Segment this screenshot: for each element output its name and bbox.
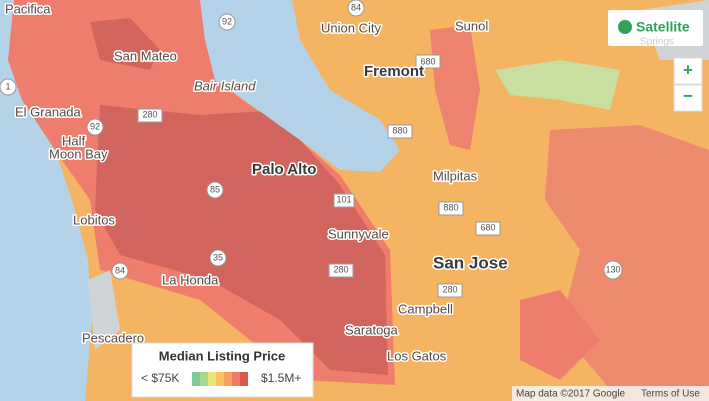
place-label: Fremont (364, 63, 424, 80)
zoom-in[interactable]: + (673, 57, 703, 85)
place-label: Union City (321, 20, 381, 35)
swatch (200, 372, 208, 386)
shield: 880 (438, 201, 464, 216)
region (430, 25, 480, 150)
place-label: Moon Bay (49, 146, 108, 161)
shield-label: 280 (333, 264, 348, 274)
legend-min: < $75K (141, 371, 179, 385)
place-labels: Pacifica San Mateo Union City Sunol Frem… (4, 0, 510, 365)
shield-label: 92 (222, 16, 232, 26)
zoom-out[interactable]: − (673, 84, 703, 112)
place-label: Bair Island (194, 78, 256, 93)
attribution-bg (512, 386, 709, 401)
bay (200, 0, 400, 172)
region (495, 60, 620, 110)
shields: 92 84 1 92 280 680 880 880 101 680 84 35… (0, 0, 623, 298)
shield-label: 1 (5, 81, 10, 91)
legend-max: $1.5M+ (261, 371, 301, 385)
legend-box (131, 342, 314, 398)
swatch (208, 372, 216, 386)
shield-label: 130 (605, 264, 620, 274)
shield-label: 85 (210, 184, 220, 194)
button-bg (673, 57, 703, 85)
place-label: Sunol (455, 18, 488, 33)
region (520, 290, 600, 380)
shield-label: 280 (442, 284, 457, 294)
legend-title: Median Listing Price (159, 348, 285, 363)
place-label: La Honda (162, 272, 219, 287)
shield: 680 (415, 54, 441, 69)
region (95, 105, 388, 375)
shield: 280 (328, 263, 354, 278)
button-bg (673, 84, 703, 112)
place-label: Saratoga (345, 322, 399, 337)
shield: 1 (0, 78, 17, 96)
place-label: San Mateo (114, 48, 177, 63)
shield-label: 101 (336, 194, 351, 204)
shield: 101 (333, 193, 355, 208)
place-label: San Jose (433, 253, 508, 272)
shield: 85 (206, 181, 224, 199)
shield: 84 (111, 262, 129, 280)
shield: 880 (387, 124, 413, 139)
swatch (224, 372, 232, 386)
shield: 84 (347, 0, 365, 17)
shield: 280 (437, 283, 463, 298)
shield: 35 (209, 249, 227, 267)
place-label: Los Gatos (387, 348, 447, 363)
legend: Median Listing Price < $75K $1.5M+ (131, 342, 314, 398)
shield-label: 35 (213, 252, 223, 262)
place-label: Pescadero (82, 330, 144, 345)
map-data: Map data ©2017 Google (516, 389, 626, 400)
shield-label: 880 (392, 125, 407, 135)
shield-label: 680 (420, 56, 435, 66)
place-label: Palo Alto (252, 161, 316, 178)
place-label: Springs (640, 37, 674, 48)
shield: 92 (218, 13, 236, 31)
swatch (192, 372, 200, 386)
swatch (216, 372, 224, 386)
zoom-in-label[interactable]: + (683, 60, 693, 79)
shield: 280 (137, 108, 163, 123)
shield-label: 84 (351, 2, 361, 12)
swatch (240, 372, 248, 386)
zoom-out-label[interactable]: − (683, 86, 693, 105)
terms-link[interactable]: Terms of Use (641, 389, 700, 400)
shield-label: 84 (115, 265, 125, 275)
swatch (232, 372, 240, 386)
shield: 680 (475, 221, 501, 236)
satellite-button[interactable]: Springs Satellite (608, 10, 703, 48)
shield-label: 92 (90, 121, 100, 131)
place-label: Half (62, 133, 86, 148)
ocean (0, 0, 92, 401)
satellite-label[interactable]: Satellite (636, 19, 690, 35)
globe-icon (618, 20, 632, 34)
region (90, 18, 160, 70)
place-label: Lobitos (73, 212, 115, 227)
shield-label: 680 (480, 222, 495, 232)
shield: 92 (86, 118, 104, 136)
attribution: Map data ©2017 Google Terms of Use (512, 386, 709, 401)
shield-label: 880 (443, 202, 458, 212)
place-label: Sunnyvale (328, 226, 389, 241)
shield: 130 (603, 260, 623, 280)
place-label: El Granada (15, 104, 82, 119)
place-label: Pacifica (5, 1, 51, 16)
place-label: Milpitas (433, 168, 478, 183)
shield-label: 280 (142, 109, 157, 119)
button-bg (608, 10, 703, 46)
place-label: Campbell (398, 301, 453, 316)
hatched-area (88, 270, 120, 350)
